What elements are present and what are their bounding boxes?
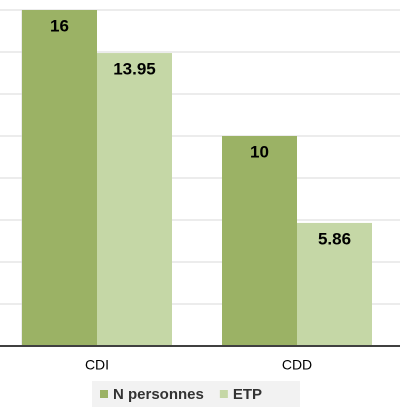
bar — [297, 222, 372, 346]
value-label: 13.95 — [113, 60, 156, 79]
bar — [22, 10, 97, 346]
legend-swatch — [219, 390, 228, 398]
x-tick-label: CDI — [85, 357, 109, 373]
legend-label: N personnes — [113, 386, 204, 403]
legend-box — [92, 381, 300, 407]
value-label: 16 — [50, 16, 69, 35]
bar — [222, 136, 297, 346]
value-label: 5.86 — [318, 229, 351, 248]
bar — [97, 53, 172, 347]
value-label: 10 — [250, 142, 269, 161]
legend-label: ETP — [233, 386, 262, 403]
legend-swatch — [100, 390, 108, 398]
x-tick-label: CDD — [282, 357, 312, 373]
